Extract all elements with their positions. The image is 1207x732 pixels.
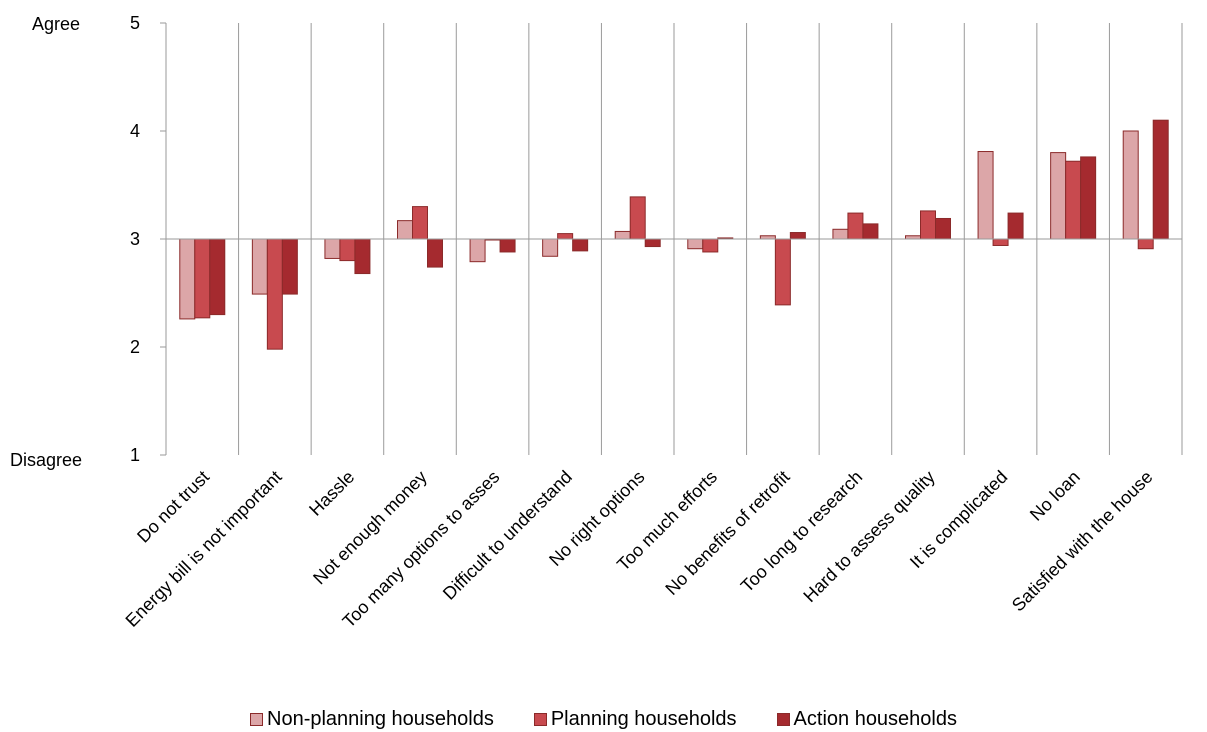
bar (644, 238, 661, 248)
y-label-agree: Agree (32, 14, 80, 34)
bar (179, 238, 196, 320)
bar (1080, 156, 1097, 240)
bar (251, 238, 268, 295)
y-tick-label: 5 (130, 13, 140, 33)
y-label-disagree: Disagree (10, 450, 82, 470)
legend-item: Action households (776, 708, 957, 731)
bar (281, 238, 298, 295)
bar (977, 151, 994, 240)
bar (266, 238, 283, 350)
bar (209, 238, 226, 316)
bar (1065, 160, 1082, 240)
bar (687, 238, 704, 250)
x-tick-label: Do not trust (133, 467, 213, 547)
bar (702, 238, 719, 253)
bar (1007, 212, 1024, 240)
bar (862, 223, 879, 240)
bar (194, 238, 211, 319)
bar (354, 238, 371, 275)
bar (1152, 119, 1169, 240)
legend-label: Planning households (550, 708, 737, 730)
bar (427, 238, 443, 268)
bar (1050, 152, 1067, 240)
x-tick-label: No benefits of retrofit (661, 467, 793, 599)
x-tick-label: No loan (1026, 467, 1084, 525)
bar (324, 238, 341, 259)
legend-item: Planning households (533, 708, 737, 731)
x-tick-label: Satisfied with the house (1008, 467, 1157, 616)
y-tick-labels: 1 2 3 4 5 (130, 13, 166, 465)
bar (499, 238, 516, 253)
bar (832, 228, 849, 240)
bar (920, 210, 936, 240)
y-tick-label: 4 (130, 121, 140, 141)
bars (179, 119, 1169, 350)
x-tick-label: Energy bill is not important (122, 467, 286, 631)
bar (847, 212, 864, 240)
bar (1122, 130, 1139, 240)
bar (789, 232, 806, 240)
legend-swatch (776, 713, 790, 726)
legend-swatch (533, 713, 547, 726)
bar (935, 217, 951, 240)
x-tick-label: Hassle (305, 467, 358, 520)
legend-swatch (250, 713, 263, 726)
y-tick-label: 1 (130, 445, 140, 465)
bar (469, 238, 486, 263)
bar (557, 233, 574, 240)
bar (1137, 238, 1154, 250)
bar (542, 238, 559, 257)
bar-chart: 1 2 3 4 5 Agree Disagree Do not trustEnergy … (10, 13, 1183, 632)
legend-label: Action households (793, 708, 957, 730)
legend-label: Non-planning households (267, 708, 494, 730)
legend-item: Non-planning households (250, 708, 494, 731)
bar (412, 206, 428, 240)
legend: Non-planning households Planning househol… (0, 708, 1207, 731)
bar (572, 238, 589, 252)
x-tick-label: Too long to research (737, 467, 866, 596)
bar (992, 238, 1009, 246)
bar (774, 238, 791, 306)
bar (397, 220, 413, 240)
y-tick-label: 2 (130, 337, 140, 357)
bar (339, 238, 356, 262)
y-tick-label: 3 (130, 229, 140, 249)
bar (629, 196, 646, 240)
x-tick-label: Hard to assess quality (799, 467, 938, 606)
bar (614, 230, 631, 240)
x-tick-label: Difficult to understand (439, 467, 576, 604)
